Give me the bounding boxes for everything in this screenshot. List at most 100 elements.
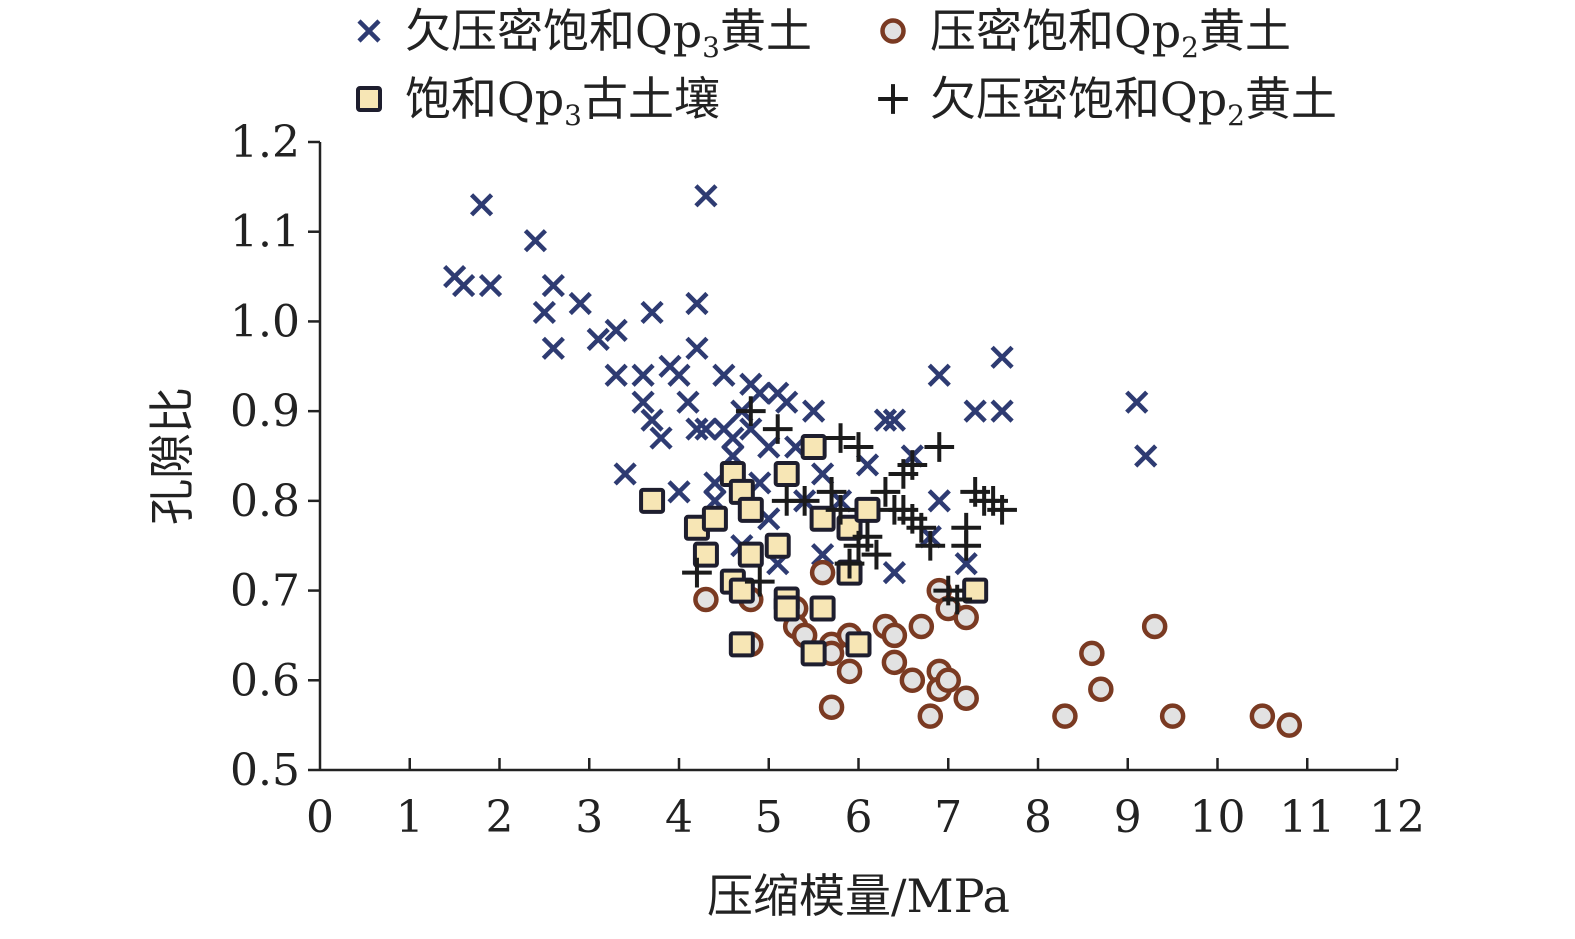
square-marker-shape [773,595,800,622]
y-tick-label: 1.2 [230,117,300,168]
square-marker-shape [962,577,989,604]
plus-marker-stroke [987,494,1017,525]
data-point-plus [834,548,865,579]
data-point-x [523,229,547,253]
data-point-x [811,543,835,567]
x-marker-stroke [604,318,628,342]
x-marker-stroke [685,336,709,360]
x-marker-stroke [882,408,906,432]
x-marker-stroke [667,363,691,387]
data-point-x [541,273,565,298]
data-point-square [800,640,827,667]
x-marker-stroke [452,273,476,298]
data-point-x [604,318,628,342]
x-tick-label: 9 [1114,792,1142,843]
data-point-circle [1052,703,1078,729]
data-point-circle [935,667,961,694]
square-marker-shape [854,496,881,523]
plus-marker-stroke [816,477,847,507]
data-point-x [631,390,655,414]
square-marker-shape [764,532,791,559]
x-marker-stroke [1125,390,1149,414]
square-marker-shape [692,541,719,568]
data-point-x [694,417,718,441]
data-point-x [882,561,906,585]
legend-marker-square [356,86,382,112]
legend-marker-x [357,19,381,43]
data-point-circle [917,703,944,729]
circle-marker-shape [880,18,906,44]
data-point-circle [818,694,845,720]
plus-marker-stroke [682,557,712,588]
circle-marker-shape [1052,703,1078,729]
circle-marker-shape [1276,712,1303,738]
x-tick-label: 10 [1190,792,1246,843]
data-point-circle [809,559,836,586]
plus-marker-stroke [735,396,766,426]
data-point-square [773,595,800,622]
data-point-square [728,577,755,604]
square-marker-shape [773,460,800,487]
plus-marker-stroke [878,84,908,114]
x-marker-stroke [640,300,664,325]
y-tick-label: 1.0 [230,296,300,347]
data-point-square [737,496,764,523]
data-point-x [586,327,610,351]
data-point-x [873,408,898,432]
legend-label: 饱和Qp3古土壤 [405,72,720,132]
plus-marker-stroke [825,423,856,453]
data-point-circle [881,622,908,649]
plus-marker-stroke [834,548,865,579]
data-point-plus [924,432,955,462]
square-marker-shape [701,505,728,532]
x-marker-stroke [685,417,709,441]
x-marker-stroke [676,390,700,414]
data-point-plus [987,494,1017,525]
data-point-x [478,273,503,298]
plus-marker-stroke [942,584,973,615]
data-point-square [773,460,800,487]
data-point-x [640,300,664,325]
square-marker-shape [809,595,836,622]
data-point-x [640,408,664,432]
data-point-plus [825,494,856,525]
x-marker-stroke [882,561,906,585]
circle-marker-shape [1088,676,1114,703]
data-point-x [452,273,476,298]
x-marker-stroke [1134,444,1158,468]
x-tick-label: 8 [1024,792,1052,843]
data-point-square [800,434,827,461]
x-marker-stroke [649,426,673,450]
data-point-square [692,541,719,568]
legend-marker-plus [878,84,908,114]
x-marker-stroke [631,390,655,414]
series-4-points [682,396,1017,615]
data-point-x [685,291,709,316]
x-marker-stroke [954,552,978,576]
y-tick-label: 0.7 [230,566,300,617]
x-marker-stroke [757,435,781,459]
data-point-x [685,417,709,441]
data-point-plus [915,530,946,561]
x-marker-stroke [604,363,628,387]
x-marker-stroke [532,300,556,325]
circle-marker-shape [836,658,863,685]
data-point-x [721,426,745,450]
legend-item-4: 欠压密饱和Qp2黄土 [878,72,1337,132]
x-marker-stroke [802,399,826,423]
data-point-x [855,453,880,477]
circle-marker-shape [908,613,935,640]
plus-marker-stroke [744,566,775,597]
x-marker-stroke [541,336,565,360]
x-tick-label: 12 [1369,792,1425,843]
legend-item-3: 饱和Qp3古土壤 [356,72,720,132]
x-marker-stroke [541,273,565,298]
data-point-x [568,291,592,316]
data-point-plus [744,566,775,597]
data-point-plus [951,530,982,561]
data-point-x [541,336,565,360]
data-point-square [854,496,881,523]
x-marker-stroke [568,291,592,316]
square-marker-shape [836,514,863,541]
